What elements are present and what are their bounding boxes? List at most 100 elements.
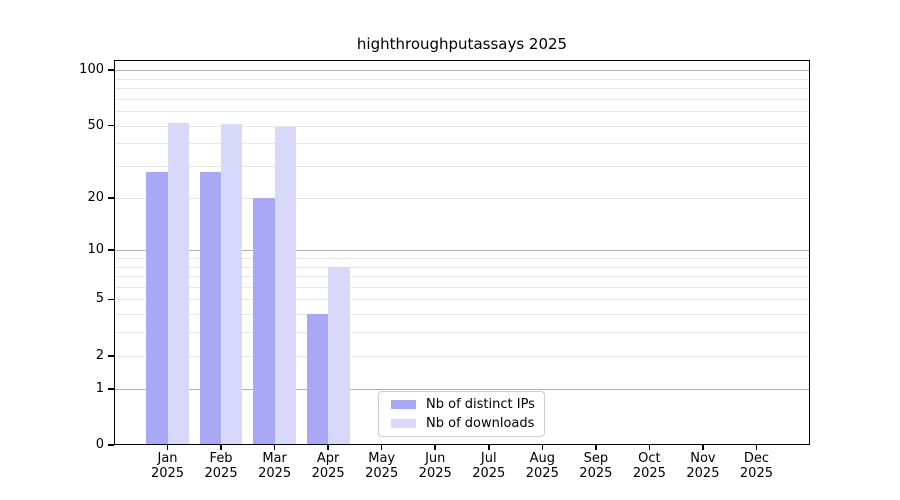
gridline-minor — [114, 332, 810, 334]
x-tick-label: Mar 2025 — [243, 451, 307, 481]
gridline-minor — [114, 314, 810, 316]
y-tick-label: 20 — [87, 189, 104, 205]
x-tick-mark — [541, 445, 544, 450]
x-tick-label-line: 2025 — [150, 466, 185, 481]
y-tick-mark — [108, 249, 114, 252]
gridline-minor — [114, 98, 810, 100]
gridline-minor — [114, 143, 810, 145]
x-tick-label-line: 2025 — [739, 466, 773, 481]
x-tick-mark — [273, 445, 276, 450]
gridline-minor — [114, 299, 810, 301]
x-tick-label-line: Nov — [690, 451, 716, 466]
gridline-minor — [114, 197, 810, 199]
legend-swatch-distinct-ips — [391, 400, 416, 410]
gridline-minor — [114, 286, 810, 288]
y-tick-label: 1 — [95, 380, 104, 396]
x-tick-label-line: Dec — [743, 451, 770, 466]
x-tick-mark — [166, 445, 169, 450]
x-tick-label-line: 2025 — [204, 466, 238, 481]
legend: Nb of distinct IPs Nb of downloads — [378, 391, 545, 437]
x-tick-mark — [327, 445, 329, 450]
x-tick-label: Oct 2025 — [617, 451, 681, 481]
y-tick-label: 5 — [95, 291, 104, 307]
gridline-minor — [114, 258, 810, 259]
bar-distinct-ips — [199, 171, 222, 445]
x-tick-label-line: 2025 — [472, 466, 506, 481]
gridline-minor — [114, 78, 810, 80]
x-tick-label-line: Feb — [209, 451, 233, 466]
legend-label-distinct-ips: Nb of distinct IPs — [426, 397, 535, 413]
gridline-minor — [114, 125, 810, 127]
x-tick-label-line: 2025 — [418, 466, 452, 481]
y-tick-mark — [108, 69, 114, 71]
x-tick-mark — [434, 445, 437, 450]
x-tick-label-line: Jul — [480, 451, 497, 466]
gridline-minor — [114, 111, 810, 113]
y-tick-label: 100 — [79, 62, 104, 78]
x-tick-label-line: 2025 — [686, 466, 720, 481]
bar-downloads — [167, 122, 189, 445]
x-tick-mark — [755, 445, 758, 450]
bar-downloads — [274, 127, 296, 445]
x-tick-label-line: Jun — [425, 451, 446, 466]
gridline-minor — [114, 276, 810, 278]
y-tick-label: 50 — [87, 117, 104, 133]
y-tick-label: 0 — [95, 437, 104, 452]
x-tick-label: Sep 2025 — [564, 451, 628, 481]
legend-entry-distinct-ips: Nb of distinct IPs — [387, 397, 536, 412]
x-tick-label: Feb 2025 — [189, 451, 253, 481]
legend-label-downloads: Nb of downloads — [426, 415, 535, 431]
y-tick-mark — [108, 298, 114, 301]
x-tick-label: Jul 2025 — [457, 451, 521, 481]
x-tick-mark — [220, 445, 222, 450]
x-tick-label-line: 2025 — [632, 466, 666, 481]
y-tick-mark — [108, 124, 114, 127]
y-tick-mark — [108, 196, 114, 199]
x-tick-label-line: Oct — [638, 451, 661, 466]
y-tick-label: 10 — [87, 242, 104, 258]
x-tick-label: Jan 2025 — [136, 451, 200, 481]
x-tick-mark — [487, 445, 490, 450]
bar-distinct-ips — [146, 171, 168, 445]
y-tick-mark — [108, 444, 114, 446]
x-tick-label-line: Aug — [529, 451, 555, 466]
gridline-minor — [114, 355, 810, 357]
plot-area — [114, 60, 810, 445]
legend-swatch-downloads — [391, 418, 416, 428]
x-tick-label-line: Jan — [157, 451, 178, 466]
x-tick-label-line: 2025 — [258, 466, 292, 481]
x-tick-label: May 2025 — [350, 451, 414, 481]
x-tick-label-line: 2025 — [365, 466, 399, 481]
x-tick-mark — [648, 445, 651, 450]
x-tick-label-line: May — [368, 451, 396, 466]
gridline-minor — [114, 266, 810, 268]
gridline-major — [114, 388, 810, 390]
x-tick-label-line: 2025 — [579, 466, 613, 481]
x-tick-mark — [595, 445, 597, 450]
gridline-major — [114, 250, 810, 252]
y-tick-mark — [108, 354, 114, 357]
x-tick-label-line: 2025 — [525, 466, 559, 481]
x-tick-mark — [380, 445, 383, 450]
gridline-minor — [114, 88, 810, 90]
bar-distinct-ips — [306, 314, 329, 445]
x-tick-label: Aug 2025 — [510, 451, 574, 481]
x-tick-label: Dec 2025 — [724, 451, 788, 481]
legend-entry-downloads: Nb of downloads — [387, 416, 536, 431]
x-tick-label-line: 2025 — [311, 466, 345, 481]
x-tick-label-line: Apr — [316, 451, 340, 466]
x-tick-label-line: Sep — [583, 451, 609, 466]
y-tick-mark — [108, 387, 114, 390]
x-tick-label: Jun 2025 — [403, 451, 467, 481]
x-tick-mark — [702, 445, 704, 450]
x-tick-label-line: Mar — [262, 451, 287, 466]
x-tick-label: Nov 2025 — [671, 451, 735, 481]
bar-downloads — [328, 266, 350, 445]
bar-downloads — [221, 124, 243, 445]
gridline-major — [114, 70, 810, 72]
gridline-minor — [114, 166, 810, 168]
x-tick-label: Apr 2025 — [296, 451, 360, 481]
bar-distinct-ips — [253, 197, 275, 445]
chart-title: highthroughputassays 2025 — [356, 35, 568, 53]
